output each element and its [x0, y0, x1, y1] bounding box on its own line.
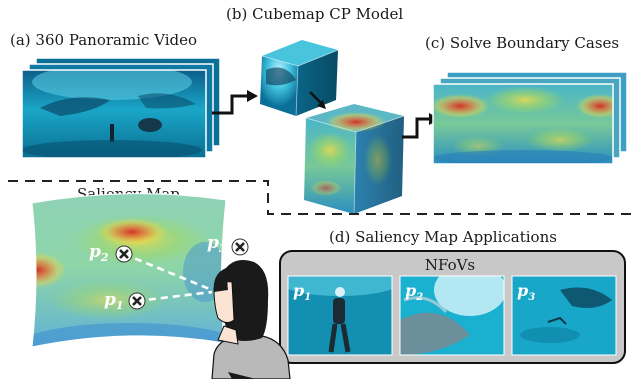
- nfov-panel-title: NFoVs: [425, 256, 475, 274]
- nfov-label-p3: p3: [517, 281, 535, 303]
- point-label-p1: p1: [104, 290, 124, 312]
- nfov-thumbnail-p1: p1: [287, 275, 393, 356]
- caption-applications: (d) Saliency Map Applications: [329, 228, 557, 246]
- caption-panoramic-video: (a) 360 Panoramic Video: [10, 31, 198, 49]
- cross-marker-icon: [231, 238, 249, 256]
- saliency-map: [31, 193, 227, 348]
- arrow-icon: [247, 90, 258, 102]
- caption-cubemap-model: (b) Cubemap CP Model: [226, 5, 404, 23]
- nfov-thumbnail-p2: p2: [399, 275, 505, 356]
- cubemap-cube-raw: [260, 40, 339, 117]
- boundary-saliency-stack: [432, 71, 628, 165]
- arrow-icon: [309, 91, 323, 105]
- equirect-saliency-frame: [433, 84, 613, 164]
- point-label-p2: p2: [89, 242, 109, 264]
- nfov-thumbnail-p3: p3: [511, 275, 617, 356]
- point-label-p3: p3: [207, 233, 227, 255]
- dashed-divider: [8, 180, 632, 215]
- cubemap-cube-saliency: [304, 104, 405, 215]
- nfov-label-p2: p2: [405, 281, 423, 303]
- arrow-icon: [317, 100, 326, 109]
- viewer-silhouette-icon: [211, 260, 291, 379]
- cross-marker-icon: [128, 292, 146, 310]
- nfov-label-p1: p1: [293, 281, 311, 303]
- caption-solve-boundary: (c) Solve Boundary Cases: [425, 34, 620, 52]
- arrow-icon: [212, 94, 248, 115]
- cross-marker-icon: [115, 245, 133, 263]
- panoramic-video-stack: [21, 57, 221, 159]
- panoramic-frame: [22, 70, 206, 158]
- arrow-icon: [402, 117, 430, 139]
